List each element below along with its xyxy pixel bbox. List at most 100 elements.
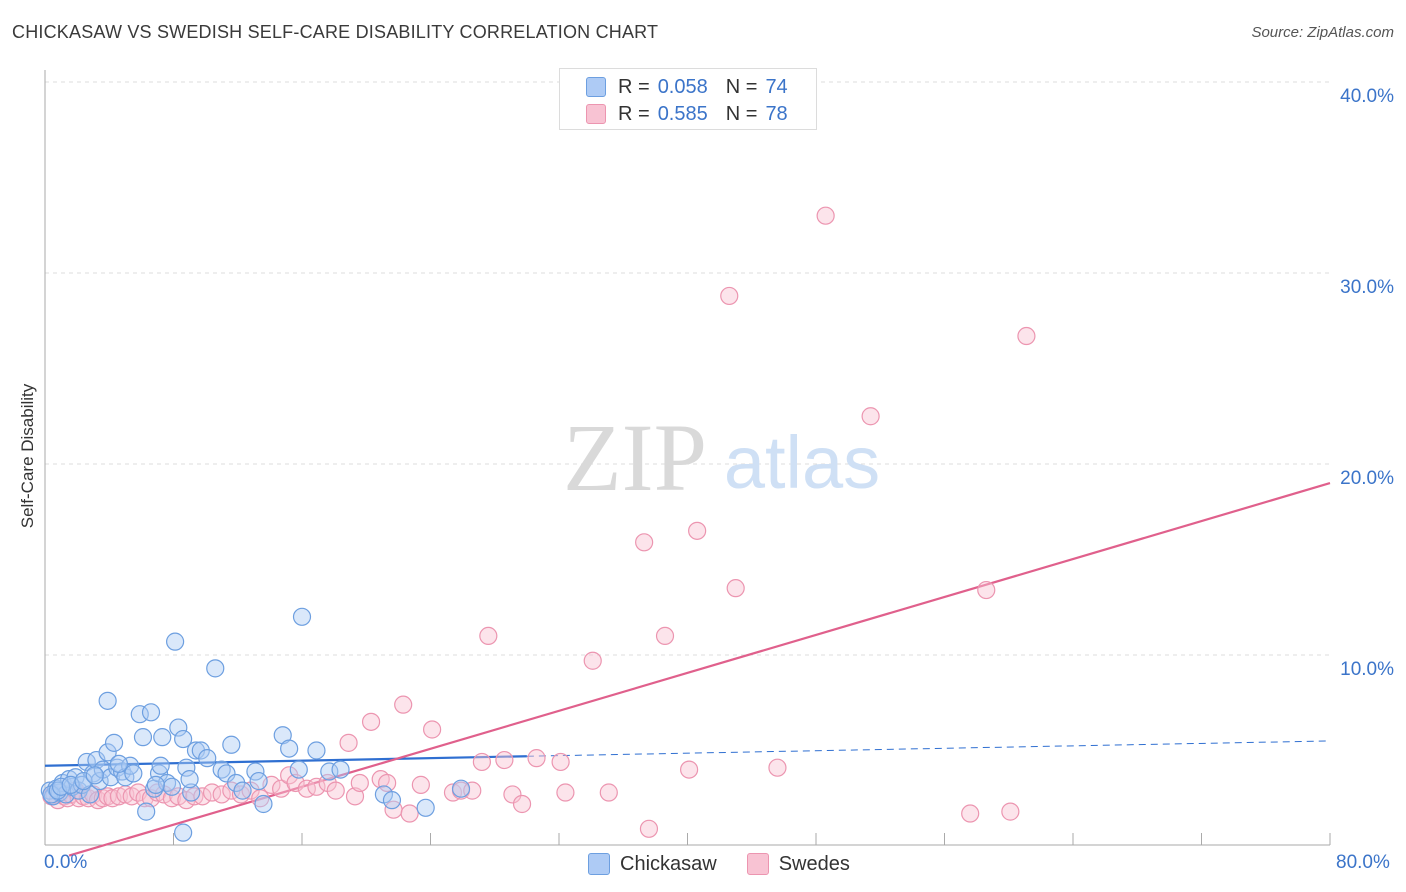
chickasaw-point: [137, 802, 156, 821]
chickasaw-point: [74, 771, 93, 791]
legend-n-value-chickasaw: 74: [765, 75, 788, 98]
chickasaw-point: [307, 741, 326, 760]
chickasaw-point: [101, 768, 120, 787]
chickasaw-point: [182, 783, 201, 802]
y-axis-label: Self-Care Disability: [18, 383, 37, 529]
chickasaw-point: [104, 733, 124, 752]
chickasaw-point: [98, 743, 117, 762]
chickasaw-point: [416, 798, 435, 817]
swedes-point: [350, 773, 369, 793]
chickasaw-point: [191, 741, 210, 760]
swedes-point: [1001, 802, 1020, 821]
swedes-trend-line: [68, 482, 1331, 857]
chickasaw-point: [320, 762, 339, 781]
swedes-point: [326, 781, 345, 800]
swedes-point: [583, 651, 602, 670]
chickasaw-point: [289, 760, 308, 779]
swedes-swatch: [586, 104, 606, 124]
legend-row-swedes: R = 0.585 N = 78: [586, 102, 788, 126]
swedes-point: [961, 804, 980, 823]
swedes-point: [527, 749, 546, 768]
swedes-point: [599, 783, 618, 802]
swedes-point: [556, 783, 575, 802]
swedes-point: [479, 626, 498, 646]
chickasaw-swatch: [586, 77, 606, 97]
chickasaw-point: [90, 771, 109, 791]
watermark-zip: ZIP: [563, 404, 707, 511]
chickasaw-point: [198, 749, 217, 768]
bottom-legend-swedes: Swedes: [746, 853, 850, 876]
swedes-point: [639, 819, 659, 838]
swedes-point: [286, 773, 305, 793]
chickasaw-point: [222, 735, 241, 754]
swedes-point: [339, 733, 358, 752]
chickasaw-point: [206, 659, 225, 678]
legend-r-label: R =: [618, 75, 650, 98]
swedes-point: [212, 785, 231, 804]
swedes-point: [345, 787, 365, 806]
legend-n-label: N =: [725, 75, 758, 98]
swedes-point: [635, 533, 654, 552]
chickasaw-point: [249, 771, 268, 791]
chickasaw-swatch: [588, 853, 610, 875]
chickasaw-point: [98, 691, 117, 710]
y-tick-label: 20.0%: [1340, 468, 1394, 489]
swedes-point: [361, 712, 381, 731]
swedes-point: [688, 521, 707, 540]
chickasaw-point: [169, 718, 188, 737]
swedes-point: [109, 787, 128, 806]
chickasaw-point: [85, 766, 104, 785]
chickasaw-point: [177, 758, 196, 777]
swedes-point: [512, 794, 532, 814]
swedes-swatch: [746, 853, 769, 875]
gridlines: [45, 81, 1330, 656]
x-tick-label-min: 0.0%: [44, 852, 88, 873]
chickasaw-point: [130, 705, 149, 724]
legend-row-chickasaw: R = 0.058 N = 74: [586, 75, 788, 99]
legend-r-value-chickasaw: 0.058: [657, 75, 708, 98]
swedes-point: [378, 773, 397, 793]
chickasaw-point: [280, 739, 299, 758]
swedes-point: [495, 750, 514, 770]
watermark-atlas: atlas: [724, 421, 880, 504]
chickasaw-point: [246, 762, 265, 781]
axes: [44, 70, 1331, 846]
swedes-point: [551, 752, 570, 772]
legend-r-label: R =: [618, 102, 650, 125]
swedes-point: [411, 775, 430, 794]
chickasaw-point: [146, 775, 165, 794]
swedes-point: [816, 206, 835, 225]
swedes-point: [394, 695, 413, 714]
bottom-legend: Chickasaw Swedes: [588, 852, 880, 876]
swedes-point: [463, 781, 482, 800]
swedes-point: [1017, 326, 1036, 346]
chickasaw-point: [133, 728, 153, 747]
chickasaw-point: [292, 607, 312, 626]
chickasaw-point: [233, 781, 252, 800]
bottom-legend-chickasaw: Chickasaw: [588, 853, 717, 876]
chickasaw-point: [162, 777, 181, 796]
legend-n-value-swedes: 78: [765, 102, 788, 125]
chickasaw-point: [382, 791, 402, 810]
y-tick-label: 10.0%: [1340, 659, 1394, 680]
y-tick-label: 40.0%: [1340, 86, 1394, 107]
chickasaw-point: [227, 773, 246, 793]
chickasaw-point: [153, 728, 172, 747]
swedes-point: [400, 804, 419, 823]
swedes-point: [472, 752, 491, 772]
swedes-point: [720, 286, 739, 306]
swedes-point: [977, 580, 996, 600]
swedes-point: [307, 777, 326, 796]
chickasaw-point: [174, 729, 193, 749]
x-tick-label-max: 80.0%: [1336, 852, 1390, 873]
y-tick-label: 30.0%: [1340, 277, 1394, 298]
chickasaw-point: [166, 632, 185, 651]
watermark: ZIP atlas: [563, 404, 880, 511]
chickasaw-point: [451, 779, 471, 798]
chickasaw-point: [124, 764, 143, 783]
swedes-points: [42, 206, 1036, 838]
swedes-point: [503, 785, 522, 804]
swedes-point: [423, 720, 442, 739]
chickasaw-points: [40, 607, 471, 842]
